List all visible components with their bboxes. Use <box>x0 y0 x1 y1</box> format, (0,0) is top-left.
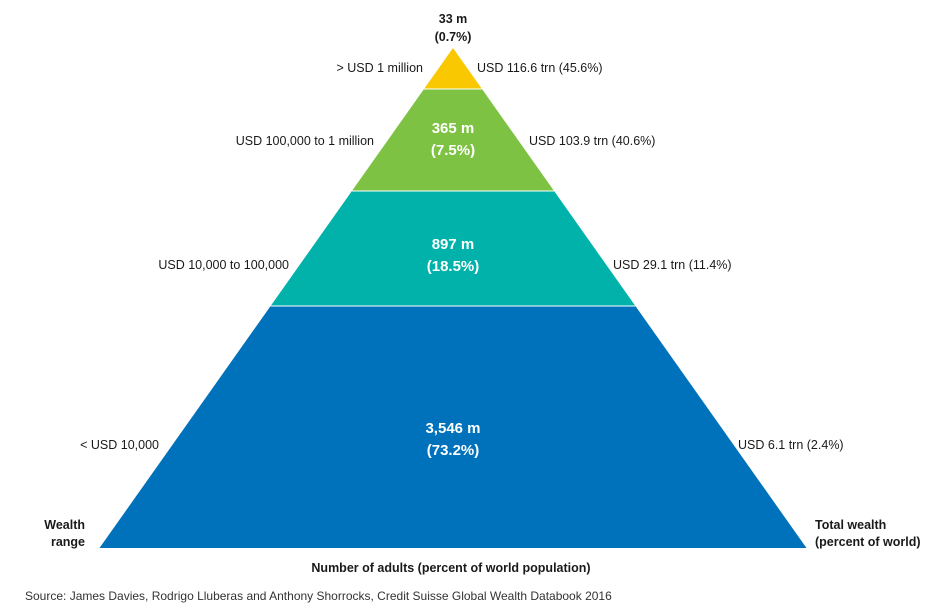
source-note: Source: James Davies, Rodrigo Lluberas a… <box>25 589 612 603</box>
tier-0-wealth-label: USD 116.6 trn (45.6%) <box>477 61 603 75</box>
tier-0-adults-label: 33 m <box>439 12 468 26</box>
tier-1-share-label: (7.5%) <box>431 142 475 159</box>
tier-2-adults-label: 897 m <box>432 236 475 253</box>
tier-2-share-label: (18.5%) <box>427 258 480 275</box>
tier-3-wealth-label: USD 6.1 trn (2.4%) <box>738 438 844 452</box>
tier-3-range-label: < USD 10,000 <box>80 438 159 452</box>
left-axis-label-line2: range <box>51 535 85 549</box>
right-axis-label-line2: (percent of world) <box>815 535 921 549</box>
tier-1-range-label: USD 100,000 to 1 million <box>236 134 374 148</box>
tier-3-share-label: (73.2%) <box>427 442 480 459</box>
pyramid-tier-0 <box>424 48 482 89</box>
pyramid-tier-2 <box>270 191 636 306</box>
tier-3-adults-label: 3,546 m <box>425 420 480 437</box>
pyramid-tier-1 <box>351 89 555 191</box>
tier-1-wealth-label: USD 103.9 trn (40.6%) <box>529 134 655 148</box>
left-axis-label-line1: Wealth <box>44 518 85 532</box>
tier-2-wealth-label: USD 29.1 trn (11.4%) <box>613 258 732 272</box>
bottom-axis-label: Number of adults (percent of world popul… <box>311 561 590 575</box>
pyramid-tier-3 <box>99 306 807 548</box>
tier-0-share-label: (0.7%) <box>435 30 472 44</box>
tier-2-range-label: USD 10,000 to 100,000 <box>158 258 289 272</box>
tier-0-range-label: > USD 1 million <box>337 61 424 75</box>
tier-1-adults-label: 365 m <box>432 120 475 137</box>
right-axis-label-line1: Total wealth <box>815 518 886 532</box>
